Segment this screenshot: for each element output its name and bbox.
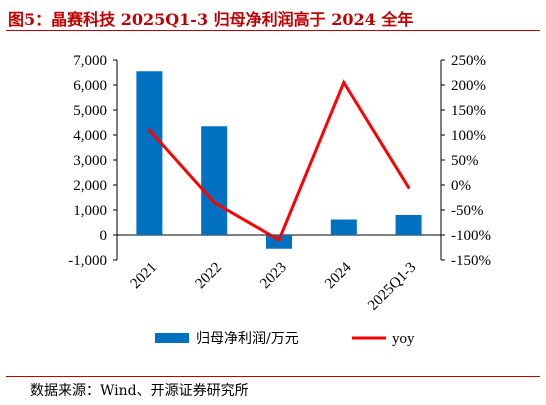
right-axis-ticks: 250% 200% 150% 100% 50% 0% -50% -100% -150% — [441, 53, 491, 269]
title-rule — [6, 30, 540, 31]
left-tick-label: -1,000 — [68, 253, 107, 269]
category-label: 2021 — [128, 260, 161, 293]
yoy-point-2025Q1-3 — [407, 186, 411, 189]
bar-2024 — [330, 219, 357, 235]
yoy-point-2023 — [277, 238, 281, 242]
right-tick-label: 200% — [451, 78, 486, 94]
bar-2023 — [266, 235, 292, 249]
right-tick-label: -50% — [451, 203, 484, 219]
yoy-line — [148, 79, 410, 243]
left-tick-label: 7,000 — [73, 53, 107, 69]
yoy-point-2022 — [212, 201, 216, 204]
left-tick-label: 2,000 — [73, 178, 107, 194]
left-tick-label: 5,000 — [73, 103, 107, 119]
category-label: 2022 — [193, 260, 226, 293]
bar-2021 — [136, 71, 163, 235]
category-label: 2023 — [257, 260, 290, 293]
right-tick-label: 50% — [451, 153, 479, 169]
category-label: 2024 — [322, 259, 355, 292]
right-tick-label: 250% — [451, 53, 486, 69]
legend-bar-label: 归母净利润/万元 — [196, 330, 299, 347]
right-tick-label: -150% — [451, 253, 491, 269]
legend-line-label: yoy — [392, 331, 415, 347]
yoy-point-2021 — [147, 128, 151, 132]
line-series — [147, 79, 411, 243]
right-tick-label: 0% — [451, 178, 471, 194]
bar-2022 — [201, 126, 228, 235]
left-tick-label: 0 — [100, 228, 108, 244]
right-tick-label: 100% — [451, 128, 486, 144]
left-tick-label: 6,000 — [73, 78, 107, 94]
figure-title: 图5：晶赛科技 2025Q1-3 归母净利润高于 2024 全年 — [8, 10, 414, 29]
category-labels: 2021 2022 2023 2024 2025Q1-3 — [128, 259, 420, 314]
left-tick-label: 3,000 — [73, 153, 107, 169]
legend: 归母净利润/万元 yoy — [155, 330, 415, 347]
yoy-point-2024 — [342, 81, 346, 84]
bar-series — [136, 71, 422, 249]
right-tick-label: 150% — [451, 103, 486, 119]
left-tick-label: 1,000 — [73, 203, 107, 219]
legend-bar-swatch — [155, 333, 189, 343]
left-tick-label: 4,000 — [73, 128, 107, 144]
bar-2025Q1-3 — [395, 215, 422, 235]
source-note: 数据来源：Wind、开源证券研究所 — [30, 383, 249, 399]
right-tick-label: -100% — [451, 228, 491, 244]
source-rule — [6, 376, 540, 377]
left-axis-ticks: 7,000 6,000 5,000 4,000 3,000 2,000 1,000 0 -1,0… — [68, 53, 117, 269]
category-label: 2025Q1-3 — [365, 260, 419, 314]
